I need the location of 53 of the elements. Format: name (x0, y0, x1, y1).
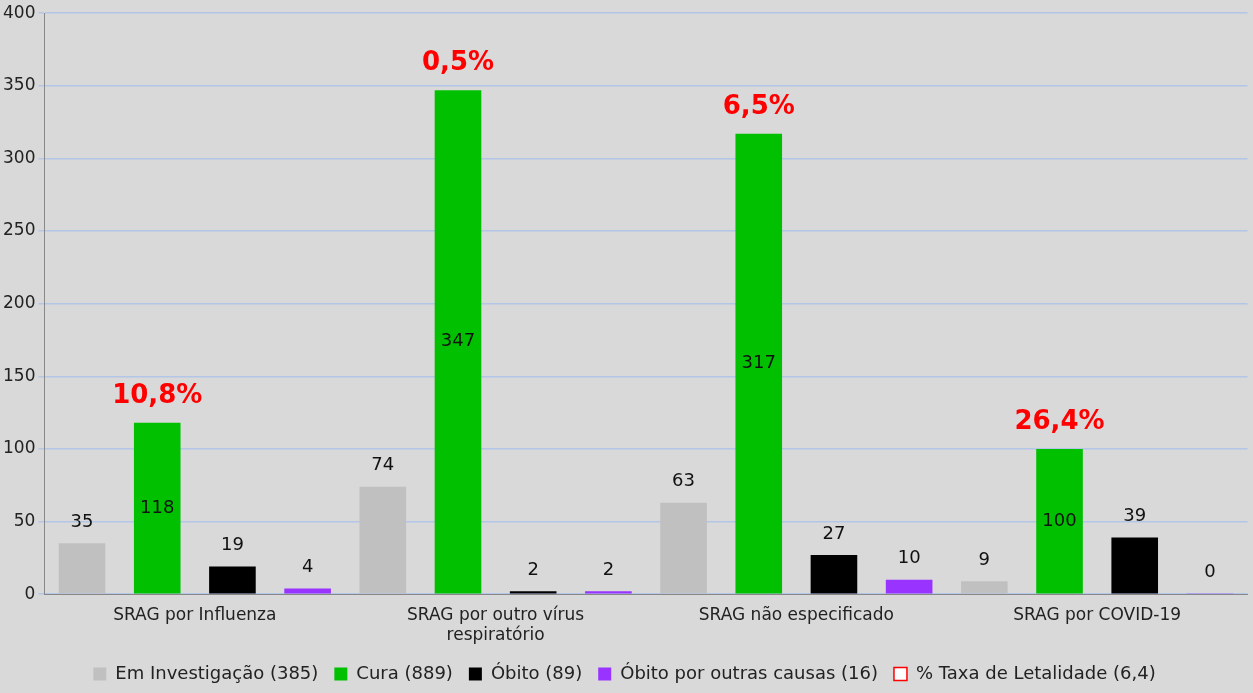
bar (961, 581, 1008, 594)
data-label: 35 (70, 510, 94, 532)
data-label: 4 (301, 555, 314, 577)
data-label: 100 (1042, 508, 1077, 530)
y-tick-label: 300 (2, 146, 36, 167)
y-tick-label: 350 (2, 74, 36, 95)
bar (434, 90, 482, 594)
legend-label: Cura (889) (356, 661, 453, 683)
bar (1111, 537, 1159, 594)
legend-label: Óbito por outras causas (16) (620, 661, 878, 683)
data-label: 19 (220, 533, 244, 555)
x-tick-label: SRAG por Influenza (113, 603, 277, 624)
bar (735, 133, 783, 594)
data-label: 0 (1204, 559, 1216, 581)
data-label: 317 (741, 351, 776, 373)
y-tick-label: 200 (2, 292, 36, 313)
bar (509, 591, 557, 594)
data-label: 9 (978, 547, 991, 569)
bar (359, 486, 407, 594)
y-tick-label: 400 (2, 1, 36, 22)
x-tick-label: SRAG por outro vírus respiratório (407, 603, 585, 645)
data-label: 2 (602, 557, 615, 579)
bar (885, 579, 933, 594)
data-label: 63 (672, 469, 696, 491)
y-tick-label: 0 (24, 582, 36, 603)
bar (660, 502, 707, 594)
bar (1036, 448, 1083, 594)
y-tick-label: 150 (2, 364, 36, 385)
data-label: 2 (527, 557, 539, 579)
bar (58, 543, 106, 594)
data-label: 347 (440, 329, 476, 351)
annotation: 6,5% (722, 89, 795, 120)
bar (284, 588, 331, 594)
annotation: 26,4% (1014, 404, 1105, 435)
legend-label: Óbito (89) (490, 661, 583, 683)
annotation: 0,5% (421, 45, 495, 76)
x-tick-label: SRAG não especificado (698, 603, 894, 624)
bar (810, 554, 858, 594)
y-tick-label: 100 (2, 437, 36, 458)
bar (209, 566, 256, 594)
annotation: 10,8% (112, 378, 203, 409)
data-label: 39 (1123, 504, 1147, 526)
legend-label: % Taxa de Letalidade (6,4) (915, 661, 1156, 683)
data-label: 10 (897, 546, 921, 568)
x-tick-label: SRAG por COVID-19 (1013, 603, 1182, 624)
data-label: 74 (371, 453, 395, 475)
bar (133, 422, 181, 594)
bar (585, 591, 632, 594)
legend-label: Em Investigação (385) (115, 661, 319, 683)
y-tick-label: 50 (13, 510, 36, 530)
data-label: 118 (140, 495, 175, 517)
data-label: 27 (822, 521, 846, 543)
y-tick-label: 250 (2, 219, 36, 240)
